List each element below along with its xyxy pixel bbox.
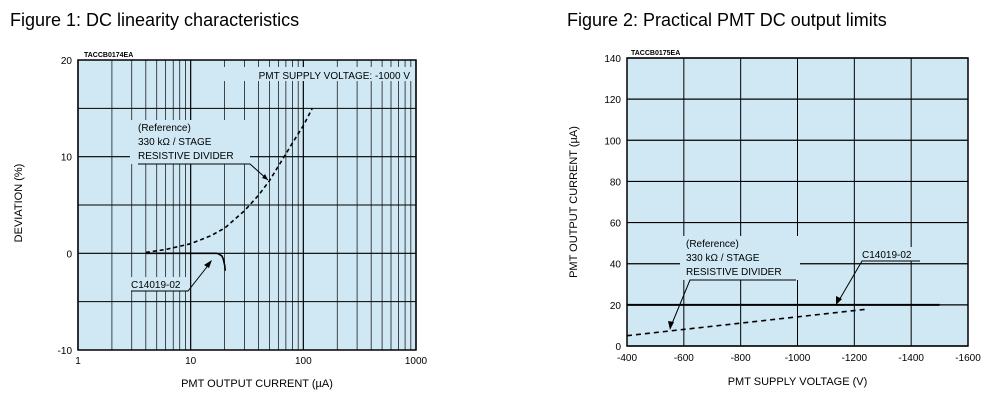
x-tick-label-2: -1200 xyxy=(842,353,868,364)
c14019-label-1: C14019-02 xyxy=(131,280,181,291)
c14019-label-2: C14019-02 xyxy=(862,250,912,261)
reference-label-bg-1 xyxy=(130,120,250,164)
y-axis-label-2: PMT OUTPUT CURRENT (µA) xyxy=(568,126,580,278)
y-tick-label-2: 20 xyxy=(610,301,622,312)
reference-label-line3-2: RESISTIVE DIVIDER xyxy=(686,267,782,278)
supply-voltage-annotation-1: PMT SUPPLY VOLTAGE: -1000 V xyxy=(259,71,411,82)
x-axis-label-2: PMT SUPPLY VOLTAGE (V) xyxy=(728,376,868,388)
x-tick-label-2: -1400 xyxy=(898,353,924,364)
c14019-leader-arrow-2 xyxy=(836,296,842,305)
reference-leader-arrow-2 xyxy=(668,321,674,330)
annotation-bg-1 xyxy=(222,67,414,81)
y-tick-label-2: 120 xyxy=(604,95,621,106)
figure-code-1: TACCB0174EA xyxy=(84,52,133,59)
x-tick-label-1: 10 xyxy=(185,356,197,367)
reference-label-bg-2 xyxy=(680,236,800,280)
y-tick-label-2: 60 xyxy=(610,219,622,230)
reference-divider-curve-1 xyxy=(145,107,314,254)
plot-border-2 xyxy=(626,57,969,347)
reference-label-line1-2: (Reference) xyxy=(686,239,739,250)
x-tick-label-1: 1000 xyxy=(405,356,428,367)
y-tick-label-2: 80 xyxy=(610,177,622,188)
c14019-leader-line-1 xyxy=(131,262,211,292)
y-tick-label-2: 100 xyxy=(604,136,621,147)
reference-divider-line-2 xyxy=(626,308,869,337)
reference-leader-line-2 xyxy=(670,279,796,327)
c14019-label-bg-1 xyxy=(128,277,190,291)
x-tick-label-2: -1600 xyxy=(955,353,981,364)
reference-label-line2-1: 330 kΩ / STAGE xyxy=(138,137,212,148)
reference-label-line2-2: 330 kΩ / STAGE xyxy=(686,253,760,264)
x-tick-label-2: -800 xyxy=(731,353,751,364)
y-tick-label-1: 0 xyxy=(66,249,72,260)
y-axis-label-1: DEVIATION (%) xyxy=(13,164,25,243)
c14019-label-bg-2 xyxy=(858,247,922,261)
figure-2-title: Figure 2: Practical PMT DC output limits xyxy=(567,10,887,30)
figure-code-2: TACCB0175EA xyxy=(631,50,680,57)
x-axis-label-1: PMT OUTPUT CURRENT (µA) xyxy=(181,378,333,390)
x-tick-label-2: -400 xyxy=(617,353,637,364)
reference-label-line3-1: RESISTIVE DIVIDER xyxy=(138,151,234,162)
c14019-02-curve-1 xyxy=(145,252,227,271)
y-tick-label-2: 40 xyxy=(610,260,622,271)
y-tick-label-1: -10 xyxy=(58,346,73,357)
y-tick-label-2: 0 xyxy=(615,342,621,353)
x-tick-label-2: -1000 xyxy=(785,353,811,364)
reference-leader-line-1 xyxy=(138,163,269,181)
figure-1-title: Figure 1: DC linearity characteristics xyxy=(10,10,300,30)
plot-border-1 xyxy=(77,59,417,351)
reference-label-line1-1: (Reference) xyxy=(138,123,191,134)
reference-leader-arrow-1 xyxy=(262,174,268,180)
y-tick-label-1: 20 xyxy=(61,56,73,67)
x-tick-label-1: 1 xyxy=(75,356,81,367)
c14019-leader-arrow-1 xyxy=(204,260,212,268)
y-tick-label-2: 140 xyxy=(604,54,621,65)
x-tick-label-2: -600 xyxy=(674,353,694,364)
y-tick-label-1: 10 xyxy=(61,153,73,164)
c14019-leader-line-2 xyxy=(837,260,920,303)
x-tick-label-1: 100 xyxy=(295,356,312,367)
